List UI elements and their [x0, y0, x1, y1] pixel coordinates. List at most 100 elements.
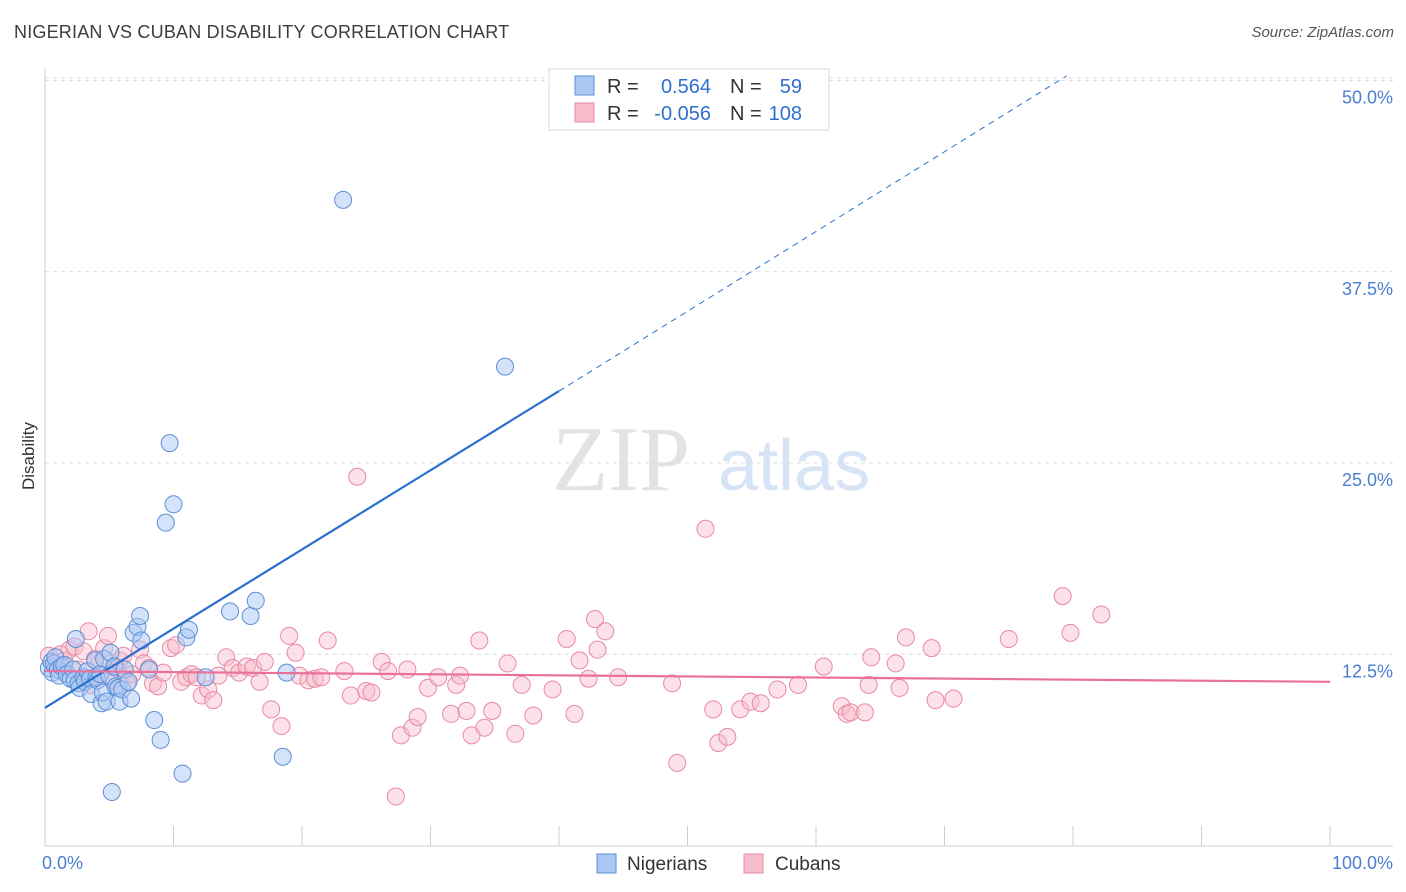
cuban-point: [668, 753, 687, 772]
cuban-point: [379, 662, 398, 681]
y-tick-label: 25.0%: [1342, 470, 1393, 490]
nigerian-point: [160, 434, 179, 453]
cuban-point: [1061, 623, 1080, 642]
y-axis-title: Disability: [19, 421, 38, 490]
cuban-point: [565, 704, 584, 723]
nigerian-point: [140, 660, 159, 679]
nigerian-point: [246, 591, 265, 610]
cuban-point: [386, 787, 405, 806]
cuban-point: [262, 700, 281, 719]
bottom-legend-cuban-label: Cubans: [775, 854, 841, 875]
series-legend: Nigerians Cubans: [596, 853, 841, 875]
cuban-point: [335, 662, 354, 681]
cuban-point: [596, 622, 615, 641]
nigerian-trend-line: [44, 390, 560, 709]
cuban-point: [286, 643, 305, 662]
watermark-atlas: atlas: [718, 426, 870, 506]
y-tick-label: 37.5%: [1342, 279, 1393, 299]
cuban-point: [498, 654, 517, 673]
tick-labels: 12.5% 25.0% 37.5% 50.0% 0.0% 100.0%: [42, 88, 1393, 874]
cuban-point: [751, 694, 770, 713]
cuban-point: [704, 700, 723, 719]
legend-n-value-1: 59: [780, 76, 802, 98]
cuban-point: [663, 674, 682, 693]
cuban-point: [1053, 587, 1072, 606]
cuban-point: [362, 683, 381, 702]
legend-r-label-1: R =: [607, 76, 639, 98]
cuban-point: [512, 675, 531, 694]
cuban-point: [429, 668, 448, 687]
cuban-point: [408, 707, 427, 726]
nigerian-point: [179, 620, 198, 639]
cuban-points: [39, 467, 1111, 806]
cuban-point: [524, 706, 543, 725]
correlation-legend: R = 0.564 N = 59 R = -0.056 N = 108: [548, 68, 830, 131]
trend-lines: [44, 75, 1331, 709]
source-label: Source: ZipAtlas.com: [1251, 24, 1394, 41]
watermark-zip: ZIP: [552, 408, 690, 510]
cuban-point: [305, 669, 324, 688]
cuban-point: [718, 727, 737, 746]
cuban-point: [543, 680, 562, 699]
cuban-point: [250, 672, 269, 691]
nigerian-point: [241, 607, 260, 625]
nigerian-point: [164, 495, 183, 514]
nigerian-point: [221, 602, 240, 621]
chart-title: NIGERIAN VS CUBAN DISABILITY CORRELATION…: [14, 22, 510, 42]
cuban-point: [570, 651, 589, 670]
cuban-point: [506, 724, 525, 743]
cuban-point: [886, 654, 905, 673]
cuban-point: [398, 660, 417, 679]
cuban-point: [731, 700, 750, 719]
cuban-point: [890, 678, 909, 697]
cuban-point: [161, 639, 180, 658]
nigerian-point: [151, 730, 170, 749]
cuban-point: [585, 610, 604, 629]
nigerian-point: [145, 711, 164, 730]
legend-box: [548, 68, 830, 131]
nigerian-point: [131, 607, 150, 625]
cuban-point: [447, 675, 466, 694]
cuban-trend-line: [44, 669, 1331, 683]
cuban-point: [483, 701, 502, 720]
cuban-point: [204, 691, 223, 710]
cuban-point: [841, 703, 860, 722]
nigerian-point: [156, 513, 175, 532]
legend-cuban-swatch: [574, 102, 595, 123]
cuban-point: [318, 631, 337, 650]
cuban-point: [470, 631, 489, 650]
bottom-legend-nigerian-label: Nigerians: [627, 854, 707, 875]
y-tick-label: 12.5%: [1342, 661, 1393, 681]
nigerian-point: [119, 672, 138, 691]
nigerian-point: [273, 747, 292, 766]
nigerian-point: [334, 190, 353, 209]
cuban-point: [709, 733, 728, 752]
cuban-point: [696, 519, 715, 538]
nigerian-point: [102, 782, 121, 801]
nigerian-point: [196, 668, 215, 687]
cuban-point: [312, 668, 331, 687]
x-tick-label: 0.0%: [42, 853, 83, 873]
cuban-point: [341, 686, 360, 705]
nigerian-point: [173, 764, 192, 783]
nigerian-point: [66, 629, 85, 648]
cuban-point: [944, 689, 963, 708]
cuban-point: [348, 467, 367, 486]
cuban-point: [579, 669, 598, 688]
legend-r-value-1: 0.564: [661, 76, 711, 98]
cuban-point: [926, 691, 945, 710]
cuban-point: [237, 657, 256, 676]
bottom-legend-nigerian-swatch: [596, 853, 617, 874]
cuban-point: [255, 652, 274, 671]
cuban-point: [475, 718, 494, 737]
cuban-point: [789, 675, 808, 694]
bottom-legend-cuban-swatch: [743, 853, 764, 874]
legend-n-value-2: 108: [769, 103, 802, 125]
x-tick-label: 100.0%: [1332, 853, 1393, 873]
cuban-point: [217, 648, 236, 667]
cuban-point: [814, 657, 833, 676]
cuban-point: [588, 640, 607, 659]
cuban-point: [98, 626, 117, 645]
cuban-point: [922, 639, 941, 658]
